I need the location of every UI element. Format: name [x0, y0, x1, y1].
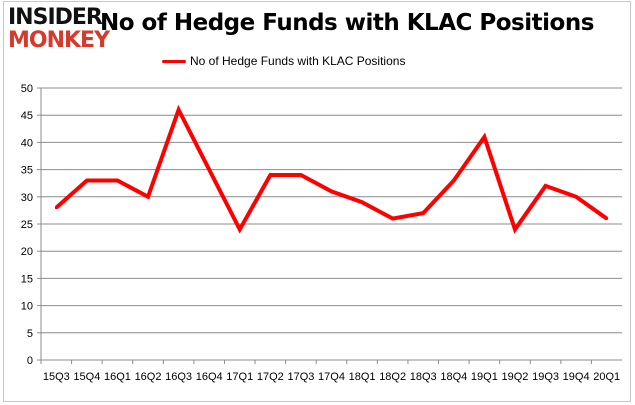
data-point — [391, 217, 395, 221]
data-point — [452, 178, 456, 182]
data-point — [268, 173, 272, 177]
x-tick-label: 16Q4 — [196, 371, 223, 383]
chart-title: No of Hedge Funds with KLAC Positions — [100, 10, 594, 36]
logo-line1: INSIDER — [8, 5, 103, 30]
x-tick-label: 17Q1 — [226, 371, 253, 383]
data-point — [360, 200, 364, 204]
x-tick-label: 19Q3 — [532, 371, 559, 383]
x-tick-label: 15Q3 — [43, 371, 70, 383]
data-point — [54, 206, 58, 210]
x-tick-label: 19Q1 — [471, 371, 498, 383]
x-tick-label: 19Q4 — [563, 371, 590, 383]
x-tick-label: 18Q1 — [349, 371, 376, 383]
y-tick-label: 50 — [21, 83, 33, 95]
data-point — [238, 227, 242, 231]
data-point — [421, 211, 425, 215]
y-tick-label: 5 — [27, 328, 33, 340]
data-point — [330, 189, 333, 193]
chart-frame — [3, 1, 631, 402]
x-tick-label: 15Q4 — [73, 371, 100, 383]
x-tick-label: 17Q3 — [287, 371, 314, 383]
insider-monkey-logo: INSIDER MONKEY — [8, 5, 110, 53]
y-tick-label: 0 — [27, 355, 33, 367]
y-tick-label: 25 — [21, 219, 33, 231]
y-tick-label: 10 — [21, 301, 33, 313]
data-point — [513, 227, 517, 231]
x-tick-label: 16Q2 — [135, 371, 162, 383]
data-point — [544, 184, 548, 188]
x-tick-label: 19Q2 — [502, 371, 529, 383]
logo-line2: MONKEY — [8, 28, 110, 53]
y-tick-label: 45 — [21, 110, 33, 122]
y-tick-label: 15 — [21, 273, 33, 285]
x-tick-label: 16Q3 — [165, 371, 192, 383]
data-point — [115, 178, 119, 182]
data-point — [574, 195, 578, 199]
data-point — [85, 178, 89, 182]
y-tick-label: 35 — [21, 165, 33, 177]
x-tick-label: 18Q4 — [440, 371, 467, 383]
x-tick-label: 18Q2 — [379, 371, 406, 383]
data-point — [299, 173, 303, 177]
data-point — [177, 108, 181, 112]
y-tick-label: 40 — [21, 137, 33, 149]
x-tick-label: 17Q2 — [257, 371, 284, 383]
legend: No of Hedge Funds with KLAC Positions — [162, 54, 405, 68]
legend-swatch — [162, 59, 186, 63]
data-point — [146, 195, 150, 199]
x-tick-label: 16Q1 — [104, 371, 131, 383]
legend-label: No of Hedge Funds with KLAC Positions — [190, 54, 406, 68]
x-tick-label: 18Q3 — [410, 371, 437, 383]
data-point — [482, 135, 486, 139]
data-point — [605, 217, 609, 221]
x-tick-label: 17Q4 — [318, 371, 345, 383]
y-tick-label: 20 — [21, 246, 33, 258]
x-tick-label: 20Q1 — [593, 371, 620, 383]
y-tick-label: 30 — [21, 192, 33, 204]
data-point — [207, 168, 211, 172]
